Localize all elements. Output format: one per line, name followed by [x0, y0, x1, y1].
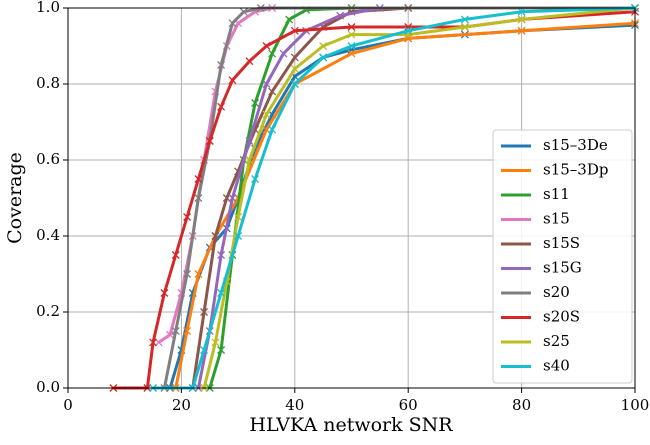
ticks: 0 20 40 60 80 100 0.0 0.2 0.4 0.6 0.8 1.0 — [36, 0, 649, 414]
x-tick-label: 80 — [512, 396, 531, 414]
legend-label: s15S — [543, 234, 580, 252]
point-marker — [183, 270, 192, 278]
point-marker — [460, 23, 469, 31]
legend-label: s20 — [543, 283, 570, 301]
point-marker — [262, 125, 271, 134]
legend-label: s25 — [543, 332, 570, 350]
point-marker — [319, 53, 328, 62]
point-marker — [336, 11, 345, 20]
point-marker — [517, 26, 526, 35]
point-marker — [205, 137, 214, 145]
point-marker — [319, 42, 328, 50]
point-marker — [290, 64, 299, 73]
point-marker — [194, 270, 203, 278]
point-marker — [149, 338, 158, 347]
point-marker — [234, 232, 243, 240]
series-line — [162, 6, 635, 389]
y-tick-label: 0.2 — [36, 302, 60, 320]
point-marker — [262, 110, 271, 119]
point-marker — [166, 330, 175, 339]
x-tick-label: 40 — [285, 396, 304, 414]
series-line — [113, 10, 636, 390]
legend-label: s40 — [543, 357, 570, 375]
point-marker — [154, 338, 163, 347]
point-marker — [211, 338, 220, 347]
point-marker — [290, 26, 299, 35]
point-marker — [268, 125, 277, 134]
point-marker — [347, 49, 356, 58]
point-marker — [234, 213, 243, 221]
legend-label: s15–3Dp — [543, 161, 608, 179]
point-marker — [347, 30, 356, 39]
legend-label: s15–3De — [543, 136, 608, 154]
series-line — [153, 6, 636, 390]
x-tick-label: 0 — [63, 396, 73, 414]
point-marker — [279, 49, 288, 58]
point-marker — [217, 289, 226, 297]
point-marker — [262, 80, 271, 88]
point-marker — [347, 42, 356, 50]
point-marker — [245, 57, 254, 66]
point-marker — [268, 87, 277, 96]
point-marker — [262, 42, 271, 50]
point-marker — [228, 76, 237, 85]
plot-lines — [109, 4, 639, 392]
point-marker — [222, 194, 231, 202]
point-marker — [404, 26, 413, 35]
point-marker — [285, 15, 294, 24]
point-marker — [460, 15, 469, 24]
x-tick-label: 100 — [621, 396, 650, 414]
point-marker — [347, 23, 356, 31]
point-marker — [200, 346, 209, 354]
legend-label: s11 — [543, 185, 570, 203]
point-marker — [251, 175, 260, 183]
point-marker — [217, 251, 226, 259]
point-marker — [517, 15, 526, 24]
point-marker — [194, 194, 203, 202]
point-marker — [245, 137, 254, 145]
point-marker — [239, 7, 248, 16]
legend-box — [492, 129, 633, 384]
point-marker — [290, 80, 299, 88]
point-marker — [217, 61, 226, 69]
y-tick-label: 0.0 — [36, 378, 60, 396]
legend-label: s15G — [543, 259, 582, 277]
point-marker — [245, 156, 254, 164]
point-marker — [194, 175, 203, 183]
plot-frame — [67, 7, 636, 389]
legend: s15–3De s15–3Dp s11 s15 s15S s15G s20 s20S s25 s4… — [492, 129, 633, 384]
point-marker — [251, 99, 260, 107]
point-marker — [517, 7, 526, 16]
y-axis-label: Coverage — [4, 152, 26, 244]
point-marker — [183, 213, 192, 221]
point-marker — [211, 232, 220, 240]
point-marker — [290, 53, 299, 62]
y-tick-label: 0.6 — [36, 150, 60, 168]
legend-label: s20S — [543, 308, 580, 326]
x-axis-label: HLVKA network SNR — [249, 414, 453, 436]
x-tick-label: 60 — [399, 396, 418, 414]
point-marker — [171, 327, 180, 335]
point-marker — [268, 49, 277, 58]
x-tick-label: 20 — [172, 396, 191, 414]
point-marker — [217, 102, 226, 111]
point-marker — [228, 194, 237, 202]
point-marker — [228, 19, 237, 28]
y-tick-label: 0.8 — [36, 74, 60, 92]
point-marker — [183, 327, 192, 335]
point-marker — [171, 251, 180, 259]
y-tick-label: 1.0 — [36, 0, 60, 16]
point-marker — [200, 308, 209, 316]
point-marker — [217, 346, 226, 354]
y-tick-label: 0.4 — [36, 226, 60, 244]
point-marker — [160, 289, 169, 297]
legend-label: s15 — [543, 210, 570, 228]
